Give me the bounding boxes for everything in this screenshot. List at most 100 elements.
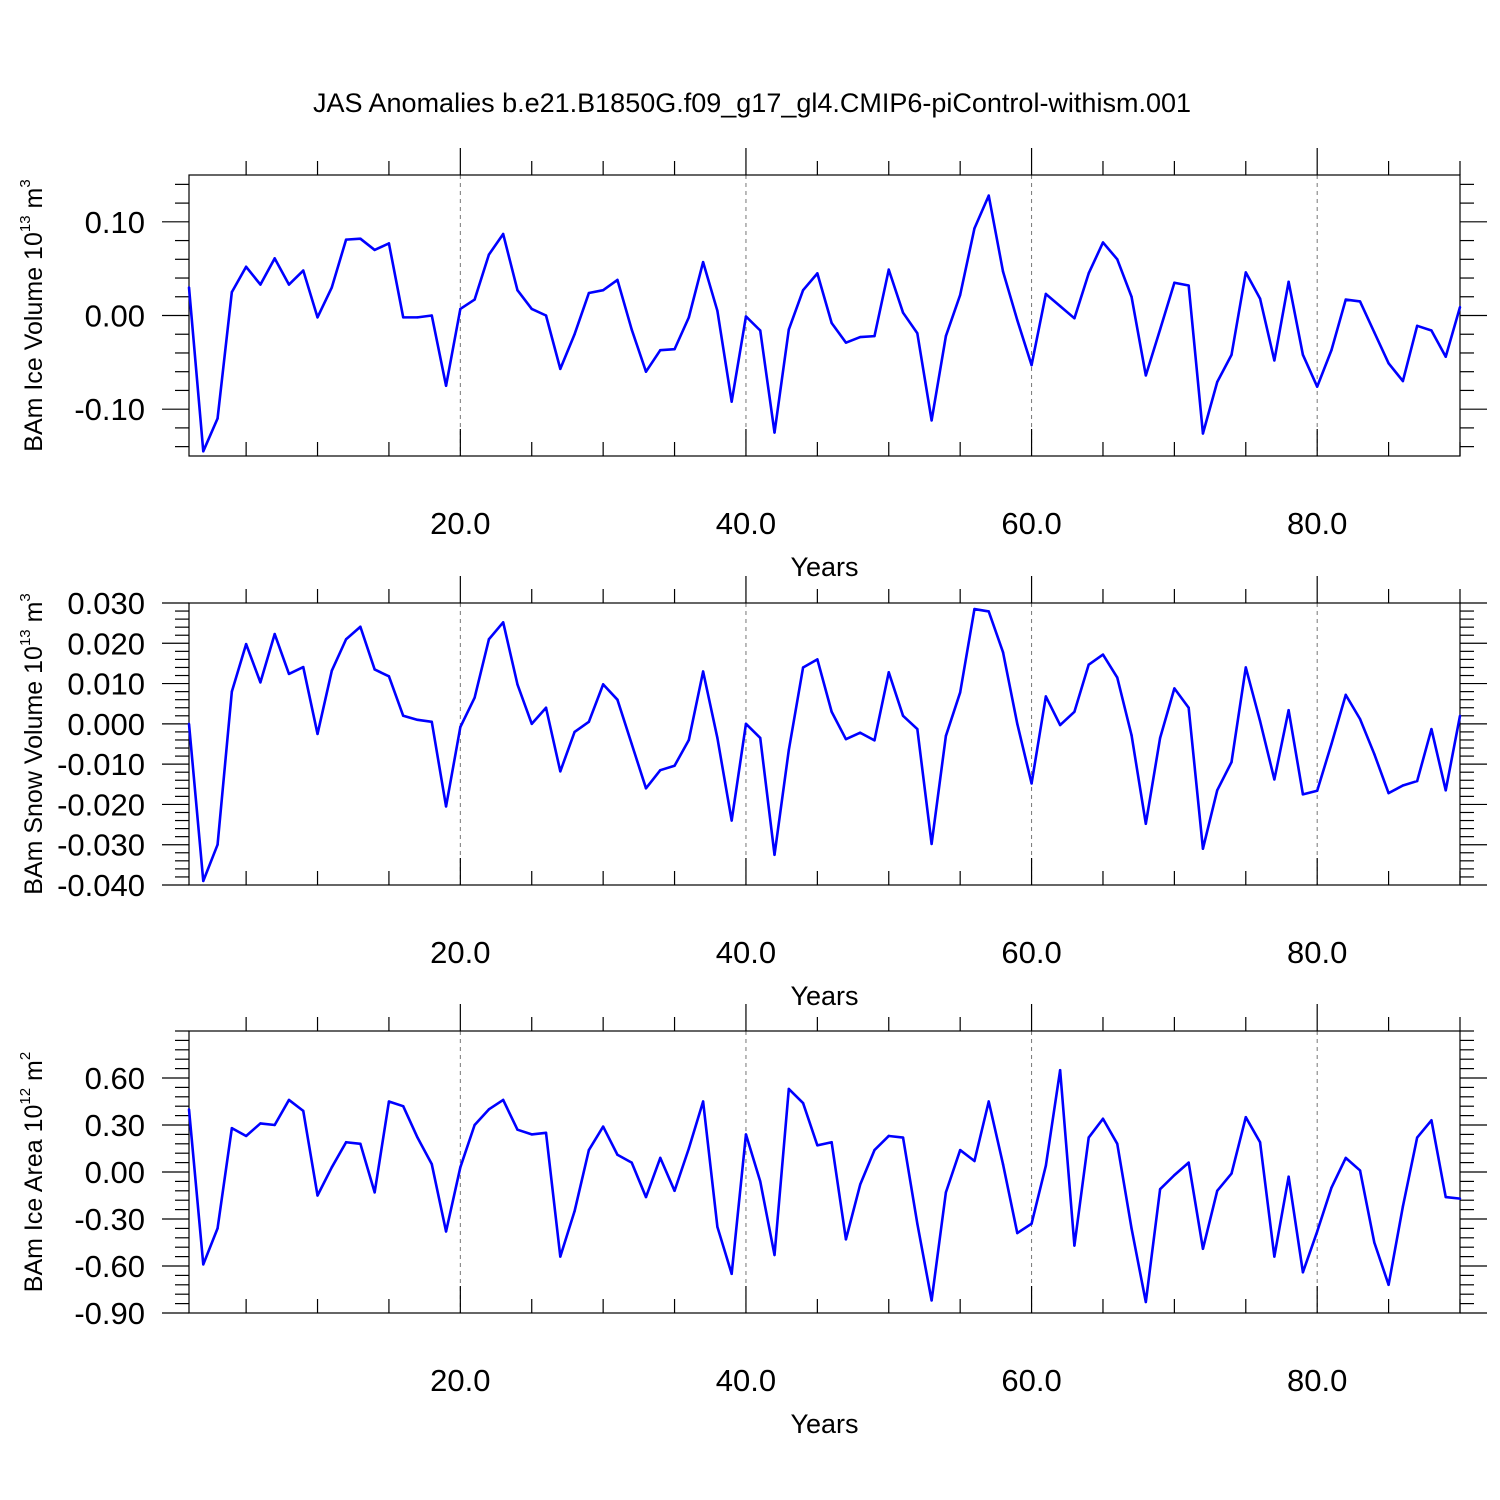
data-point — [1116, 1142, 1119, 1146]
y-tick-label: 0.000 — [67, 707, 145, 742]
data-point — [859, 731, 862, 734]
y-axis-label-part: BAm Ice Area 10 — [20, 1105, 48, 1293]
data-point — [930, 1299, 933, 1302]
data-point — [230, 290, 234, 294]
data-point — [1415, 324, 1419, 328]
data-point — [1116, 676, 1119, 679]
data-point — [387, 1100, 391, 1103]
data-point — [402, 316, 405, 319]
data-point — [616, 698, 619, 701]
data-point — [544, 706, 548, 709]
data-point — [830, 321, 833, 325]
data-point — [330, 286, 334, 289]
data-point — [844, 341, 848, 344]
data-point — [416, 1136, 419, 1139]
data-point — [1144, 1300, 1148, 1304]
data-point — [773, 431, 776, 434]
data-point — [1130, 295, 1133, 298]
data-point — [644, 370, 648, 373]
data-point — [1230, 353, 1233, 357]
data-point — [787, 748, 790, 752]
data-point — [1173, 687, 1176, 690]
data-point — [873, 1148, 876, 1152]
data-point — [859, 335, 862, 339]
data-point — [473, 298, 476, 301]
data-point — [444, 384, 448, 387]
data-point — [701, 1100, 705, 1103]
data-point — [816, 272, 819, 275]
data-point — [244, 265, 248, 268]
data-point — [1373, 331, 1376, 334]
data-point — [573, 333, 576, 336]
data-point — [1315, 385, 1319, 388]
y-axis-label-superscript: 2 — [17, 1052, 34, 1060]
data-point — [916, 332, 919, 335]
data-point — [187, 286, 191, 289]
data-point — [1330, 742, 1333, 746]
panels: 20.0 40.0 60.0 80.0 -0.10 0.00 0.10 Years BAm Ic… — [17, 148, 1487, 1439]
x-tick-label: 60.0 — [1001, 506, 1061, 541]
x-tick-label: 60.0 — [1001, 935, 1061, 970]
data-point — [1087, 272, 1090, 275]
data-point — [1344, 693, 1347, 697]
x-tick-label: 80.0 — [1287, 506, 1347, 541]
data-point — [416, 718, 419, 722]
data-point — [1244, 666, 1247, 669]
data-point — [716, 1225, 719, 1229]
data-point — [887, 268, 890, 271]
data-point — [1016, 318, 1019, 322]
data-point — [402, 1105, 405, 1108]
data-point — [673, 1189, 676, 1193]
data-point — [259, 1122, 262, 1125]
data-point — [430, 1162, 433, 1166]
data-point — [630, 328, 633, 331]
plot-frame — [188, 174, 1461, 457]
data-point — [1258, 1141, 1262, 1144]
data-point — [1430, 1119, 1433, 1122]
data-point — [987, 1100, 990, 1103]
data-point — [1187, 1161, 1190, 1164]
y-tick-label: -0.020 — [57, 787, 145, 822]
data-point — [244, 642, 248, 646]
data-point — [916, 727, 919, 731]
data-point — [430, 314, 433, 317]
data-point — [801, 1101, 805, 1105]
data-point — [1344, 298, 1347, 301]
data-point — [501, 232, 505, 236]
data-point — [287, 672, 291, 676]
data-point — [1158, 328, 1162, 331]
data-point — [1073, 710, 1076, 713]
x-tick-label: 80.0 — [1287, 1363, 1347, 1398]
data-point — [559, 1255, 562, 1258]
series-line — [187, 194, 1462, 453]
data-point — [1187, 284, 1190, 287]
data-point — [616, 1153, 619, 1156]
y-axis-label: BAm Ice Volume 1013 m3 — [17, 179, 48, 451]
y-axis-label-superscript: 3 — [17, 179, 34, 187]
data-point — [1001, 270, 1005, 273]
data-point — [687, 1147, 691, 1150]
data-point — [873, 334, 876, 338]
data-point — [573, 730, 576, 734]
data-point — [744, 1133, 748, 1136]
data-point — [730, 819, 733, 822]
y-axis-label-superscript: 13 — [17, 629, 34, 646]
data-point — [316, 316, 319, 319]
data-point — [701, 670, 705, 673]
y-axis-label-part: m — [20, 602, 48, 630]
data-point — [744, 315, 748, 318]
data-point — [759, 329, 762, 332]
data-point — [344, 638, 348, 641]
data-point — [244, 1134, 248, 1138]
data-point — [1430, 727, 1433, 731]
data-point — [359, 1142, 362, 1146]
y-tick-label: 0.10 — [85, 205, 145, 240]
data-point — [916, 1222, 919, 1225]
data-point — [644, 787, 648, 790]
panel-2: 20.0 40.0 60.0 80.0 -0.040 -0.030 -0.020 -0.010… — [17, 576, 1487, 1011]
data-point — [302, 1109, 305, 1113]
data-point — [216, 1227, 219, 1230]
data-point — [659, 348, 662, 352]
data-point — [459, 725, 462, 729]
